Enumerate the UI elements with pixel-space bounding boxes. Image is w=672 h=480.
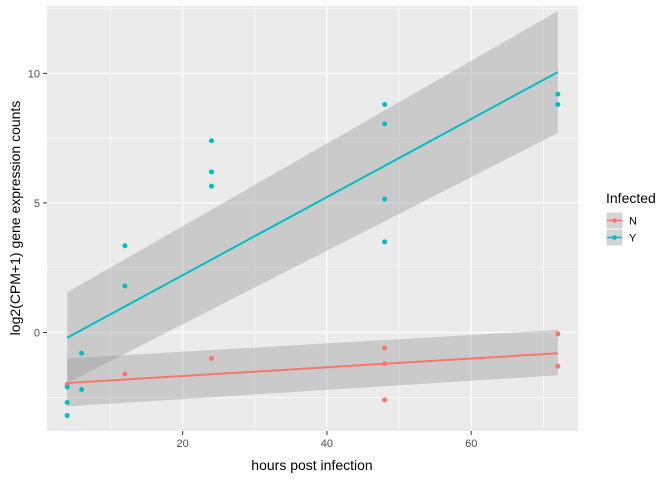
data-point-Y — [64, 399, 70, 405]
data-point-Y — [208, 169, 214, 175]
fit-line-Y — [66, 71, 559, 339]
data-point-Y — [64, 412, 70, 418]
legend-item-Y: Y — [605, 228, 637, 247]
fit-lines — [66, 71, 559, 385]
data-point-Y — [208, 183, 214, 189]
data-point-Y — [122, 283, 128, 289]
data-point-Y — [79, 350, 85, 356]
y-tick-label: 5 — [34, 198, 40, 210]
y-tick-label: 0 — [34, 328, 40, 340]
legend-keys: NY — [605, 211, 637, 247]
x-tick-label: 40 — [321, 438, 333, 450]
data-point-Y — [122, 243, 128, 249]
data-point-N — [382, 345, 388, 351]
x-axis-label: hours post infection — [251, 457, 372, 473]
data-points — [64, 91, 561, 418]
legend-item-N: N — [605, 211, 637, 230]
y-tick-label: 10 — [28, 68, 40, 80]
data-point-Y — [79, 387, 85, 393]
data-point-Y — [555, 91, 561, 97]
data-point-N — [555, 363, 561, 369]
grid-minor — [47, 6, 578, 431]
legend: Infected NY — [605, 190, 656, 247]
y-axis-label: log2(CPM+1) gene expression counts — [7, 101, 23, 336]
legend-key-point-N — [612, 218, 617, 223]
x-tick-label: 20 — [177, 438, 189, 450]
data-point-N — [382, 361, 388, 367]
x-tick-label: 60 — [465, 438, 477, 450]
data-point-N — [382, 397, 388, 403]
fit-line-N — [67, 352, 558, 385]
legend-label-N: N — [629, 216, 637, 228]
x-axis: 20 40 60 — [177, 431, 477, 450]
data-point-N — [208, 355, 214, 361]
confidence-band-Y — [67, 11, 558, 384]
legend-label-Y: Y — [629, 233, 637, 245]
data-point-Y — [382, 121, 388, 127]
data-point-Y — [64, 384, 70, 390]
legend-key-point-Y — [612, 235, 617, 240]
data-point-Y — [382, 101, 388, 107]
panel-background — [47, 6, 578, 431]
data-point-N — [555, 331, 561, 337]
data-point-Y — [208, 138, 214, 144]
grid-major — [47, 6, 578, 431]
data-point-N — [122, 371, 128, 377]
legend-title: Infected — [606, 190, 656, 206]
y-axis: 0 5 10 — [28, 68, 47, 340]
data-point-Y — [382, 239, 388, 245]
data-point-Y — [555, 101, 561, 107]
data-point-Y — [382, 196, 388, 202]
